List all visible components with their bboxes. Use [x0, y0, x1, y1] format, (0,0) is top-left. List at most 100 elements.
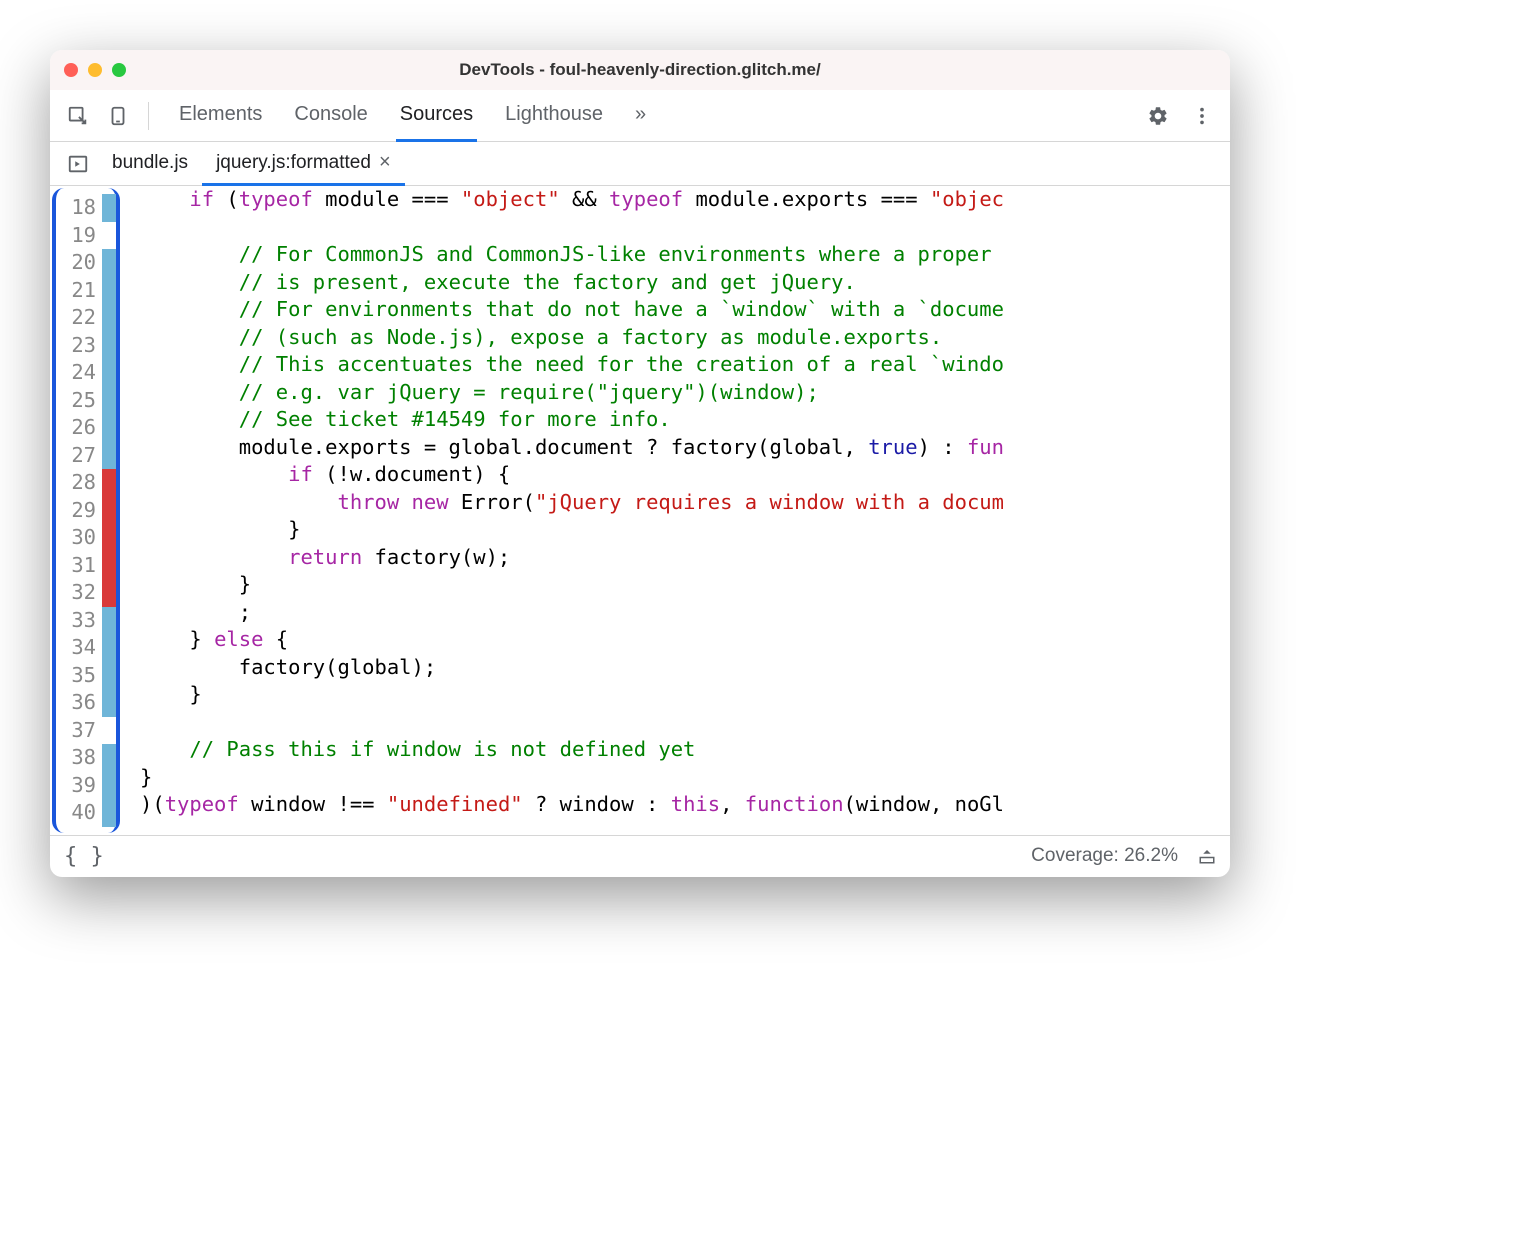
coverage-marker — [102, 442, 116, 470]
code-line[interactable] — [140, 214, 1230, 242]
navigator-toggle-icon[interactable] — [58, 142, 98, 185]
code-line[interactable]: } else { — [140, 626, 1230, 654]
more-menu-icon[interactable] — [1186, 100, 1218, 132]
main-tab-elements[interactable]: Elements — [175, 90, 266, 142]
titlebar: DevTools - foul-heavenly-direction.glitc… — [50, 50, 1230, 90]
window-title: DevTools - foul-heavenly-direction.glitc… — [50, 60, 1230, 80]
line-number[interactable]: 37 — [56, 717, 96, 745]
line-number[interactable]: 33 — [56, 607, 96, 635]
main-tab-sources[interactable]: Sources — [396, 90, 477, 142]
file-tab[interactable]: bundle.js — [98, 142, 202, 186]
line-number[interactable]: 23 — [56, 332, 96, 360]
code-line[interactable]: } — [140, 764, 1230, 792]
coverage-marker — [102, 662, 116, 690]
line-number[interactable]: 32 — [56, 579, 96, 607]
code-line[interactable]: // e.g. var jQuery = require("jquery")(w… — [140, 379, 1230, 407]
device-toolbar-icon[interactable] — [102, 100, 134, 132]
code-line[interactable]: // For environments that do not have a `… — [140, 296, 1230, 324]
line-number[interactable]: 24 — [56, 359, 96, 387]
code-line[interactable]: )(typeof window !== "undefined" ? window… — [140, 791, 1230, 819]
coverage-marker — [102, 277, 116, 305]
code-line[interactable]: if (typeof module === "object" && typeof… — [140, 186, 1230, 214]
coverage-marker — [102, 304, 116, 332]
main-tab-console[interactable]: Console — [290, 90, 371, 142]
line-number[interactable]: 22 — [56, 304, 96, 332]
coverage-marker — [102, 469, 116, 497]
tabs-overflow-button[interactable]: » — [631, 90, 650, 142]
close-window-button[interactable] — [64, 63, 78, 77]
coverage-marker — [102, 552, 116, 580]
coverage-marker — [102, 772, 116, 800]
code-line[interactable]: // (such as Node.js), expose a factory a… — [140, 324, 1230, 352]
line-number[interactable]: 21 — [56, 277, 96, 305]
inspect-element-icon[interactable] — [62, 100, 94, 132]
coverage-marker — [102, 222, 116, 250]
coverage-marker — [102, 744, 116, 772]
line-number[interactable]: 39 — [56, 772, 96, 800]
code-content[interactable]: if (typeof module === "object" && typeof… — [120, 186, 1230, 835]
line-number[interactable]: 30 — [56, 524, 96, 552]
code-line[interactable]: } — [140, 571, 1230, 599]
line-number[interactable]: 36 — [56, 689, 96, 717]
code-line[interactable]: throw new Error("jQuery requires a windo… — [140, 489, 1230, 517]
code-line[interactable]: return factory(w); — [140, 544, 1230, 572]
close-tab-icon[interactable]: × — [379, 151, 391, 174]
coverage-marker — [102, 634, 116, 662]
code-line[interactable]: // Pass this if window is not defined ye… — [140, 736, 1230, 764]
line-number[interactable]: 35 — [56, 662, 96, 690]
coverage-marker — [102, 332, 116, 360]
coverage-marker — [102, 607, 116, 635]
code-line[interactable]: // is present, execute the factory and g… — [140, 269, 1230, 297]
code-line[interactable]: factory(global); — [140, 654, 1230, 682]
main-tab-lighthouse[interactable]: Lighthouse — [501, 90, 607, 142]
line-numbers: 1819202122232425262728293031323334353637… — [56, 194, 102, 827]
coverage-marker — [102, 497, 116, 525]
coverage-marker — [102, 387, 116, 415]
line-number[interactable]: 29 — [56, 497, 96, 525]
coverage-label: Coverage: 26.2% — [1031, 845, 1178, 867]
line-number[interactable]: 18 — [56, 194, 96, 222]
line-number[interactable]: 28 — [56, 469, 96, 497]
line-number[interactable]: 31 — [56, 552, 96, 580]
file-tab-label: bundle.js — [112, 152, 188, 174]
line-number[interactable]: 38 — [56, 744, 96, 772]
line-number[interactable]: 34 — [56, 634, 96, 662]
main-tab-strip: Elements Console Sources Lighthouse » — [163, 90, 1134, 141]
coverage-marker — [102, 414, 116, 442]
coverage-marker — [102, 799, 116, 827]
coverage-marker — [102, 717, 116, 745]
file-tab[interactable]: jquery.js:formatted × — [202, 142, 405, 186]
settings-icon[interactable] — [1142, 100, 1174, 132]
line-number[interactable]: 27 — [56, 442, 96, 470]
line-number[interactable]: 26 — [56, 414, 96, 442]
code-editor[interactable]: 1819202122232425262728293031323334353637… — [50, 186, 1230, 835]
code-line[interactable]: } — [140, 681, 1230, 709]
coverage-marker — [102, 689, 116, 717]
devtools-window: DevTools - foul-heavenly-direction.glitc… — [50, 50, 1230, 877]
maximize-window-button[interactable] — [112, 63, 126, 77]
minimize-window-button[interactable] — [88, 63, 102, 77]
file-tab-label: jquery.js:formatted — [216, 152, 371, 174]
coverage-marker — [102, 359, 116, 387]
main-toolbar: Elements Console Sources Lighthouse » — [50, 90, 1230, 142]
collapse-drawer-icon[interactable] — [1198, 847, 1216, 865]
gutter-highlight: 1819202122232425262728293031323334353637… — [52, 188, 120, 833]
code-line[interactable]: module.exports = global.document ? facto… — [140, 434, 1230, 462]
line-number[interactable]: 25 — [56, 387, 96, 415]
coverage-marker — [102, 579, 116, 607]
code-line[interactable]: ; — [140, 599, 1230, 627]
code-line[interactable]: // See ticket #14549 for more info. — [140, 406, 1230, 434]
line-number[interactable]: 20 — [56, 249, 96, 277]
line-number[interactable]: 40 — [56, 799, 96, 827]
coverage-marker — [102, 194, 116, 222]
coverage-column — [102, 194, 116, 827]
file-tab-strip: bundle.js jquery.js:formatted × — [50, 142, 1230, 186]
line-number[interactable]: 19 — [56, 222, 96, 250]
code-line[interactable] — [140, 709, 1230, 737]
code-line[interactable]: } — [140, 516, 1230, 544]
code-line[interactable]: // This accentuates the need for the cre… — [140, 351, 1230, 379]
pretty-print-button[interactable]: { } — [64, 844, 104, 869]
toolbar-right — [1142, 100, 1218, 132]
code-line[interactable]: if (!w.document) { — [140, 461, 1230, 489]
code-line[interactable]: // For CommonJS and CommonJS-like enviro… — [140, 241, 1230, 269]
